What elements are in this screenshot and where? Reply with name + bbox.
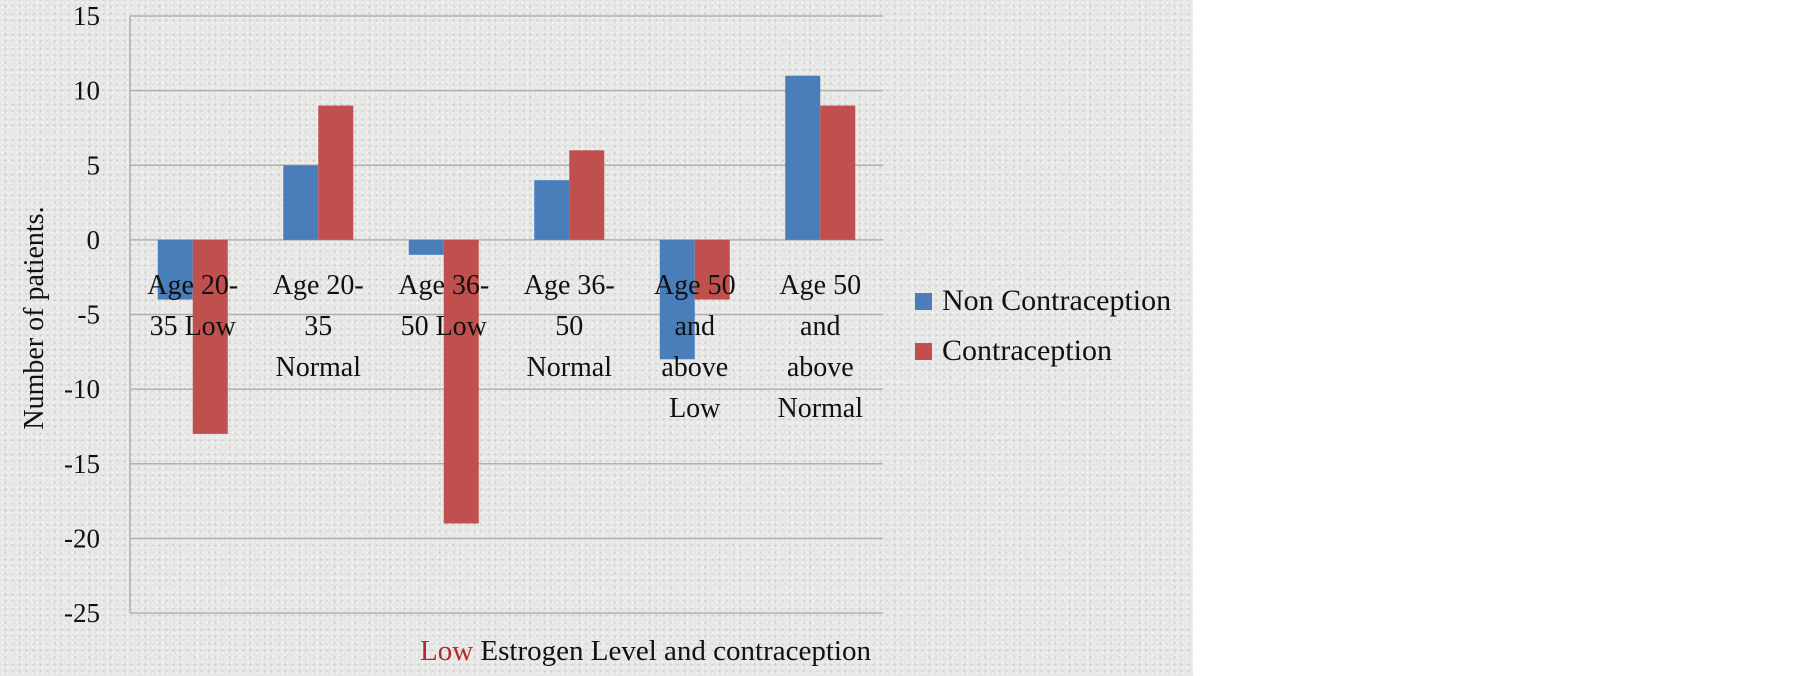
y-tick-label: -20 [64, 523, 100, 553]
y-tick-label: 5 [87, 150, 101, 180]
x-category-label: 50 Low [401, 311, 488, 342]
x-category-label: Normal [275, 352, 361, 383]
x-category-label: Age 20- [147, 270, 238, 301]
x-category-label: Age 36- [524, 270, 615, 301]
y-tick-label: -10 [64, 374, 100, 404]
legend-label-non-contraception: Non Contraception [942, 284, 1172, 317]
bar-non-contraception [659, 239, 695, 360]
bar-non-contraception [534, 180, 570, 240]
x-category-label: 35 [304, 311, 332, 342]
x-category-label: Normal [777, 393, 863, 424]
legend-swatch-contraception [915, 342, 932, 360]
x-category-label: and [800, 311, 840, 342]
legend-item-contraception: Contraception [915, 326, 1171, 376]
x-category-label: 50 [555, 311, 583, 342]
y-axis-title: Number of patients. [19, 206, 50, 430]
y-tick-label: 15 [73, 1, 100, 31]
bar-contraception [569, 150, 605, 240]
bar-non-contraception [785, 75, 821, 240]
x-category-label: Low [669, 393, 721, 424]
x-category-label: Age 50 [654, 270, 736, 301]
x-category-label: and [675, 311, 715, 342]
bar-contraception [443, 239, 479, 524]
y-tick-label: 10 [73, 76, 100, 106]
x-category-label: above [787, 352, 854, 383]
legend-swatch-non-contraception [915, 292, 932, 310]
x-category-label: Normal [526, 352, 612, 383]
x-category-label: 35 Low [150, 311, 237, 342]
x-category-label: Age 36- [398, 270, 489, 301]
bar-contraception [318, 105, 354, 240]
bar-non-contraception [408, 239, 444, 255]
x-category-label: Age 50 [779, 270, 861, 301]
legend: Non Contraception Contraception [915, 276, 1171, 376]
legend-item-non-contraception: Non Contraception [915, 276, 1171, 326]
x-category-label: Age 20- [273, 270, 364, 301]
y-tick-label: 0 [87, 225, 101, 255]
y-tick-label: -25 [64, 598, 100, 628]
bar-contraception [694, 239, 730, 300]
bar-non-contraception [283, 165, 319, 240]
bar-contraception [192, 239, 228, 434]
chart-area: 15 10 5 0 -5 -10 -15 -20 -25 Age 20- 35 Low Age 20-… [0, 0, 1193, 676]
y-tick-label: -15 [64, 449, 100, 479]
x-axis-title-highlight: Low [420, 635, 474, 667]
x-category-label: above [661, 352, 728, 383]
bar-non-contraception [157, 239, 193, 300]
x-axis-title-rest: Estrogen Level and contraception [473, 635, 871, 667]
legend-label-contraception: Contraception [942, 334, 1112, 367]
y-tick-label: -5 [78, 300, 101, 330]
bar-contraception [820, 105, 856, 240]
x-axis-title: Low Estrogen Level and contraception [420, 635, 871, 668]
